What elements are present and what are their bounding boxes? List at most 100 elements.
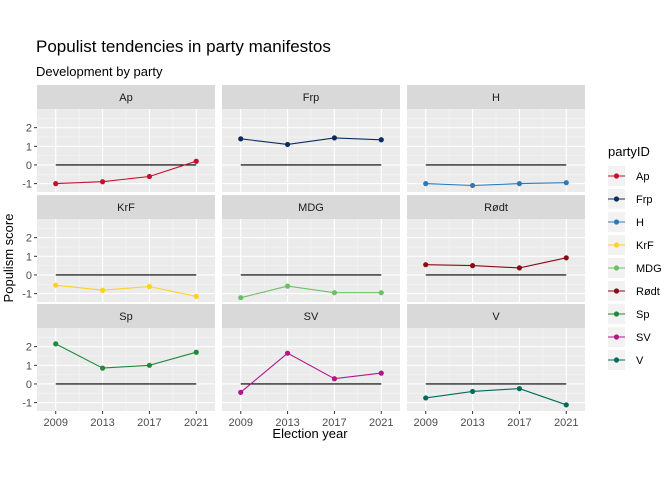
facet-strip (222, 304, 400, 328)
facet-panel-frp: Frp (222, 85, 400, 192)
data-point (146, 362, 153, 368)
legend-label: V (636, 355, 644, 367)
legend-label: KrF (636, 240, 654, 252)
data-point (423, 262, 429, 268)
x-tick-label: 2009 (413, 417, 437, 429)
legend-key-point (613, 242, 620, 248)
legend-key-point (613, 173, 620, 179)
data-point (516, 181, 523, 187)
series-line-frp (240, 137, 382, 145)
data-point (284, 141, 291, 148)
legend-item-rødt: Rødt (608, 281, 660, 301)
y-tick-label: 2 (26, 342, 32, 354)
chart-subtitle: Development by party (36, 64, 163, 79)
data-point (331, 290, 338, 296)
data-point (238, 295, 244, 301)
legend-key-point (613, 219, 620, 225)
series-line-h (425, 182, 567, 187)
data-point (53, 282, 59, 288)
y-tick-label: 1 (26, 251, 32, 263)
legend-key-point (613, 334, 620, 340)
data-point (238, 136, 244, 142)
legend-item-sp: Sp (608, 304, 649, 324)
legend-label: SV (636, 332, 651, 344)
facet-strip-label: Ap (119, 92, 132, 104)
data-point (146, 283, 153, 290)
y-tick-label: 1 (26, 360, 32, 372)
legend-label: MDG (636, 263, 662, 275)
data-point (284, 350, 291, 356)
facet-strip-label: Rødt (484, 202, 508, 214)
facet-strip-label: H (492, 92, 500, 104)
y-tick-label: -1 (22, 398, 32, 410)
series-line-rødt (425, 257, 567, 269)
legend-key-point (613, 357, 620, 363)
legend-item-ap: Ap (608, 166, 649, 186)
data-point (284, 283, 291, 289)
data-point (563, 402, 569, 408)
facet-strip-label: Sp (119, 311, 132, 323)
facet-strip (407, 304, 585, 328)
facet-panel-sp: Sp (37, 304, 215, 411)
data-point (469, 388, 476, 395)
y-tick-label: 2 (26, 233, 32, 245)
x-tick-label: 2021 (184, 417, 208, 429)
x-tick-label: 2013 (460, 417, 484, 429)
legend-key-point (613, 311, 620, 317)
y-tick-label: 0 (26, 379, 32, 391)
x-axis: 2009 2013 2017 2021 2009 2013 2017 2021 2009 2013… (43, 411, 579, 429)
x-tick-label: 2017 (507, 417, 531, 429)
data-point (331, 376, 338, 382)
legend-key-point (613, 265, 620, 271)
data-point (53, 181, 59, 187)
x-tick-label: 2017 (137, 417, 161, 429)
facet-strip-label: SV (304, 311, 319, 323)
facet-strip (37, 85, 215, 109)
data-point (146, 173, 153, 180)
data-point (469, 182, 476, 189)
legend-item-mdg: MDG (608, 258, 662, 278)
data-point (193, 158, 199, 164)
facet-panel-krf: KrF (37, 195, 215, 302)
data-point (99, 365, 106, 371)
facet-panel-sv: SV (222, 304, 400, 411)
data-point (99, 287, 106, 293)
legend-key-point (613, 288, 620, 294)
x-tick-label: 2013 (90, 417, 114, 429)
y-tick-label: 0 (26, 160, 32, 172)
series-line-sp (55, 343, 197, 369)
data-point (378, 290, 384, 296)
facet-strip (222, 85, 400, 109)
legend-key-point (613, 196, 620, 202)
y-axes: -1 0 1 2 -1 0 1 2 -1 0 1 2 (22, 123, 37, 410)
facet-panel-mdg: MDG (222, 195, 400, 302)
facet-panel-rødt: Rødt (407, 195, 585, 302)
data-point (516, 386, 523, 392)
y-tick-label: 0 (26, 270, 32, 282)
data-point (423, 181, 429, 187)
x-tick-label: 2009 (228, 417, 252, 429)
data-point (563, 255, 569, 261)
data-point (53, 341, 59, 347)
legend-label: H (636, 217, 644, 229)
legend-item-sv: SV (608, 327, 651, 347)
legend-label: Ap (636, 171, 649, 183)
data-point (238, 389, 244, 395)
series-line-v (425, 388, 567, 406)
data-point (516, 265, 523, 271)
data-point (193, 349, 199, 355)
y-tick-label: 1 (26, 141, 32, 153)
facet-strip (222, 195, 400, 219)
legend-item-frp: Frp (608, 189, 653, 209)
facet-strip (37, 195, 215, 219)
x-tick-label: 2009 (43, 417, 67, 429)
data-point (469, 263, 476, 269)
legend-item-krf: KrF (608, 235, 654, 255)
series-line-krf (55, 284, 197, 297)
x-tick-label: 2021 (554, 417, 578, 429)
series-line-mdg (240, 285, 382, 299)
facet-strip (407, 85, 585, 109)
facet-strip-label: KrF (117, 202, 135, 214)
facet-strip (37, 304, 215, 328)
legend-label: Frp (636, 194, 653, 206)
